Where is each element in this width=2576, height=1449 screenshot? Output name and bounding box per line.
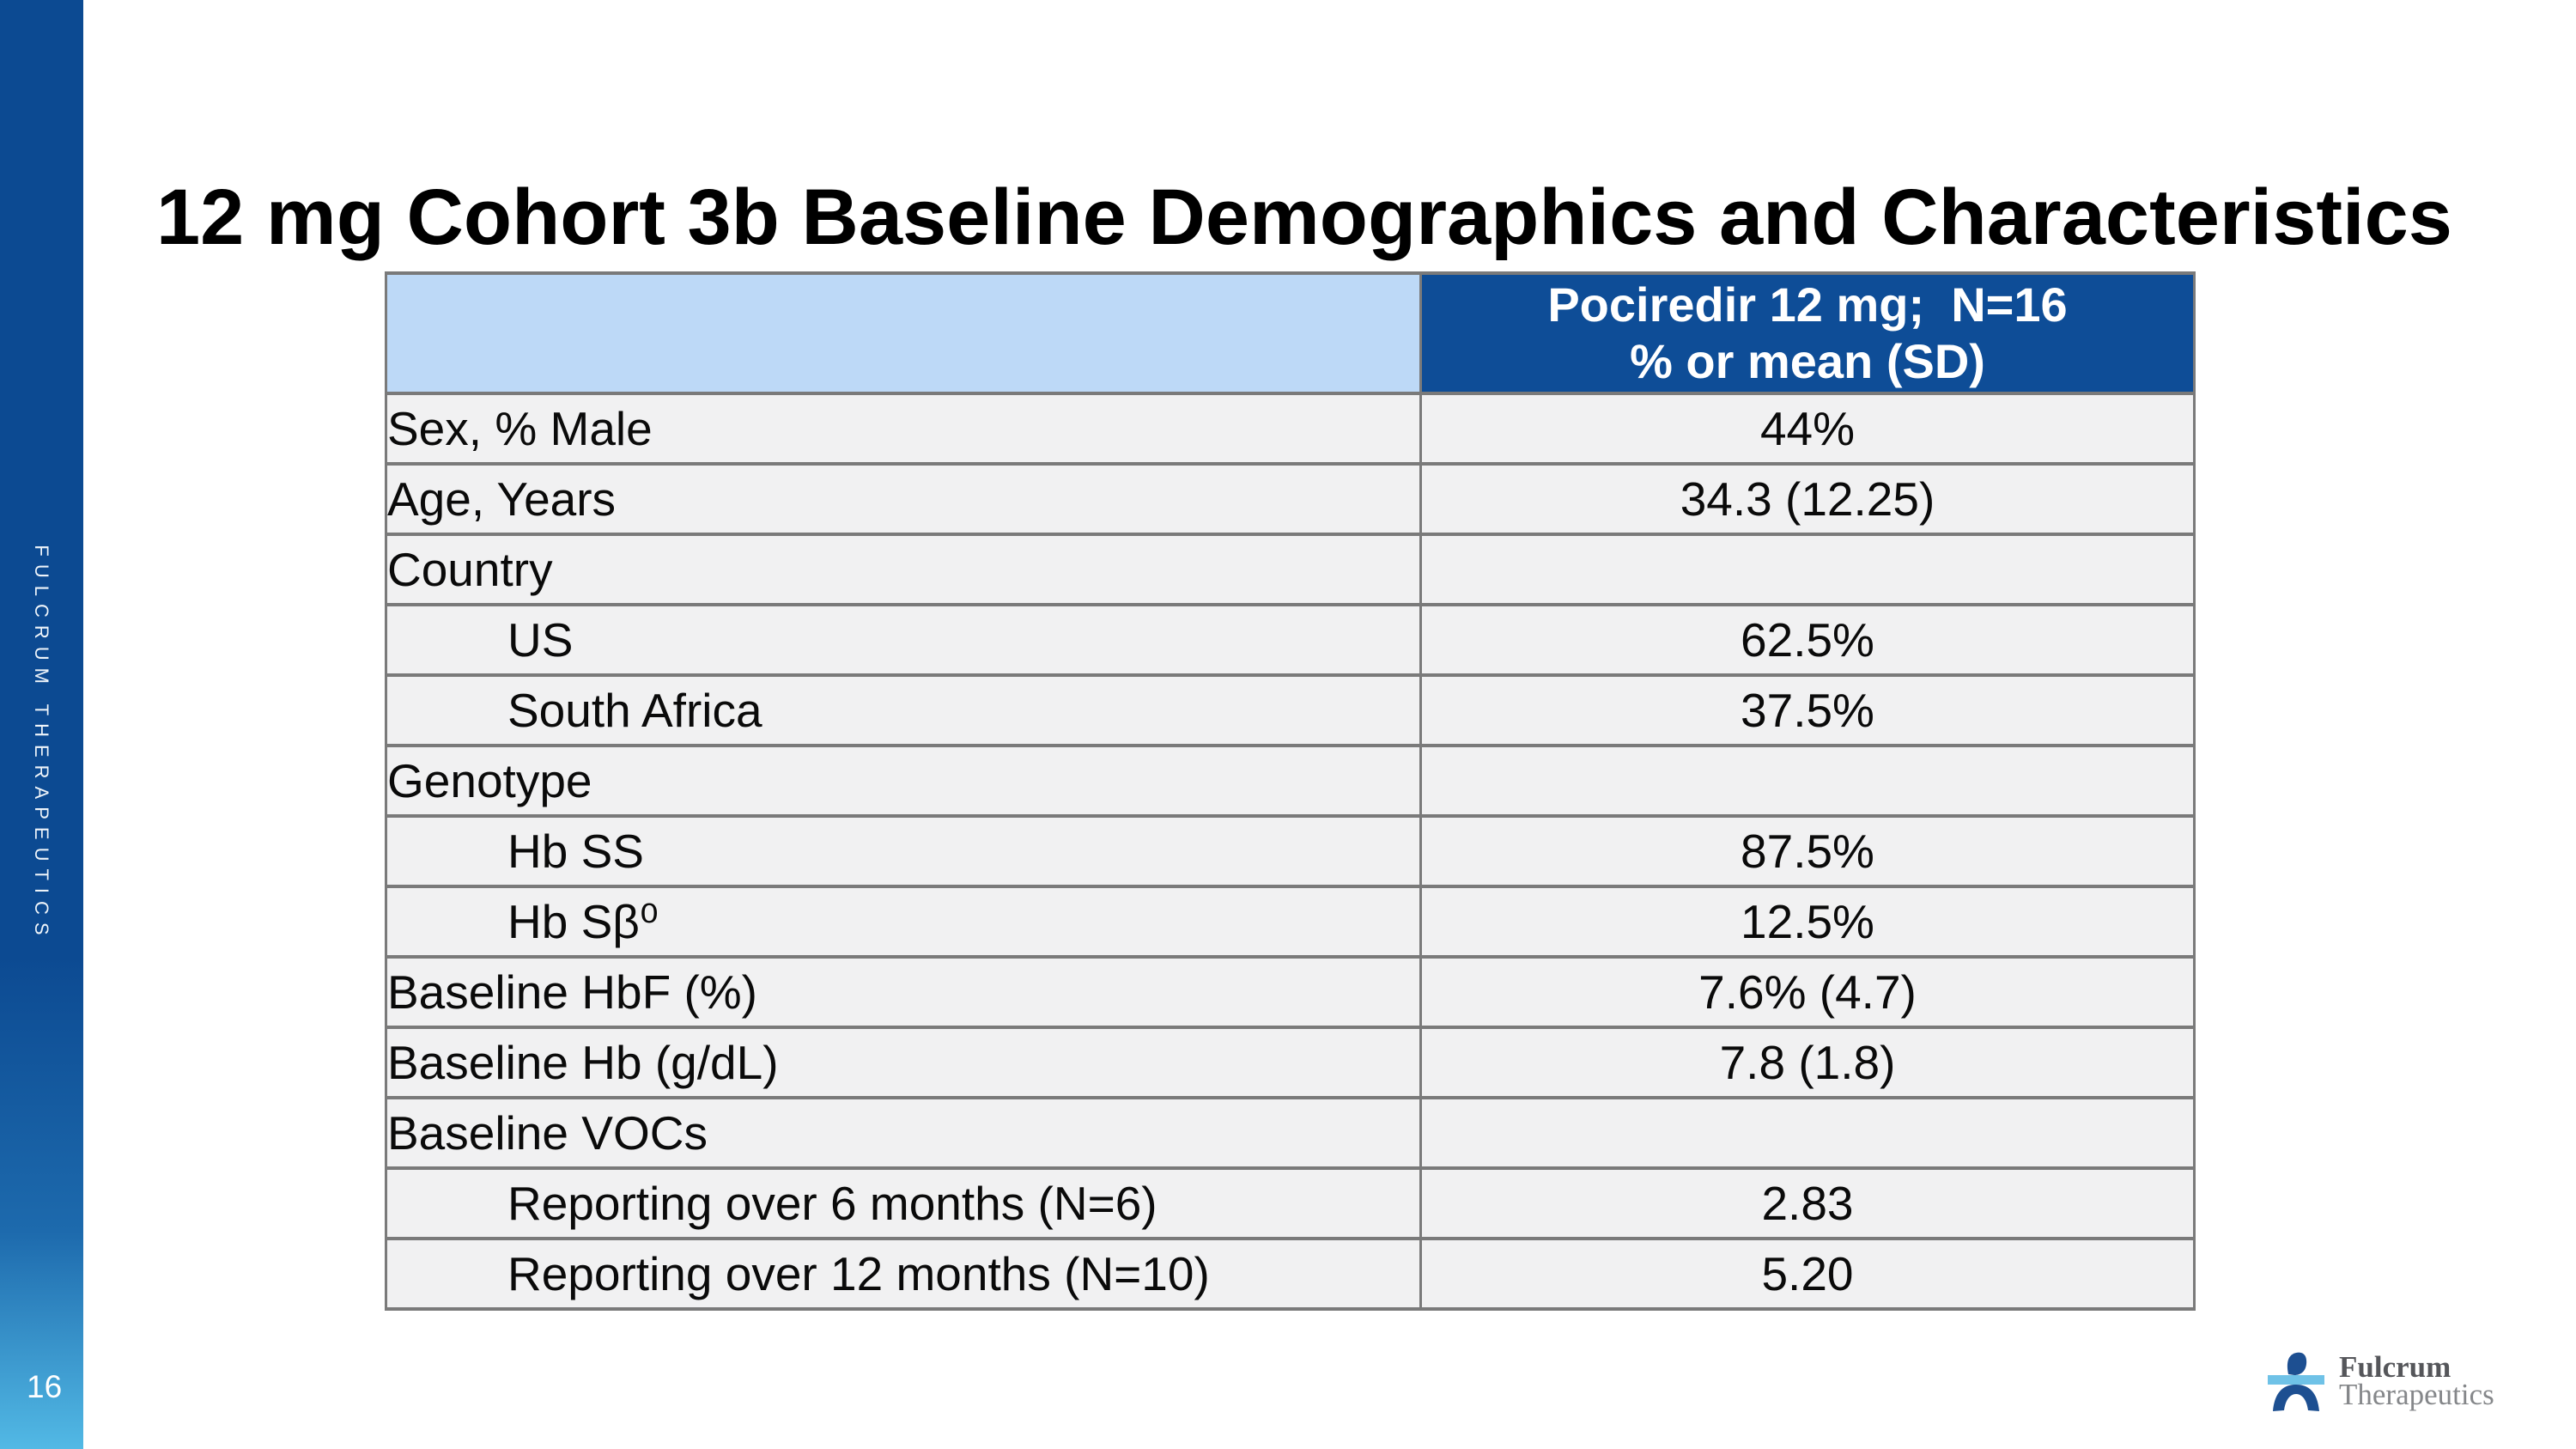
row-label-cell: Country: [385, 533, 1422, 606]
logo-name-line2: Therapeutics: [2339, 1378, 2494, 1411]
row-value-cell: [1419, 1096, 2196, 1170]
row-value-cell: 7.8 (1.8): [1419, 1026, 2196, 1099]
row-value-cell: 62.5%: [1419, 603, 2196, 677]
row-value-cell: [1419, 744, 2196, 818]
row-label-cell: US: [385, 603, 1422, 677]
table-row: Reporting over 12 months (N=10) 5.20: [385, 1237, 2196, 1311]
row-value-cell: 2.83: [1419, 1166, 2196, 1240]
row-label-cell: Age, Years: [385, 462, 1422, 536]
table-row: Baseline Hb (g/dL) 7.8 (1.8): [385, 1026, 2196, 1099]
row-label-cell: Baseline Hb (g/dL): [385, 1026, 1422, 1099]
row-value-cell: [1419, 533, 2196, 606]
demographics-table-wrap: Pociredir 12 mg; N=16 % or mean (SD) Sex…: [385, 271, 2196, 1311]
table-header-spacer-cell: [385, 271, 1422, 395]
logo-arch-icon: [2273, 1385, 2319, 1411]
table-row: Genotype: [385, 744, 2196, 818]
logo-head-icon: [2287, 1352, 2307, 1375]
row-value-cell: 37.5%: [1419, 673, 2196, 747]
row-value-cell: 34.3 (12.25): [1419, 462, 2196, 536]
row-value-cell: 7.6% (4.7): [1419, 955, 2196, 1029]
logo-text: Fulcrum Therapeutics: [2339, 1352, 2494, 1409]
table-row: Reporting over 6 months (N=6) 2.83: [385, 1166, 2196, 1240]
fulcrum-logo: Fulcrum Therapeutics: [2268, 1352, 2494, 1412]
row-label-cell: Sex, % Male: [385, 392, 1422, 466]
row-label-cell: Hb Sβ⁰: [385, 885, 1422, 959]
row-label-cell: Genotype: [385, 744, 1422, 818]
logo-name-line1: Fulcrum: [2339, 1350, 2451, 1384]
fulcrum-logo-mark-icon: [2268, 1352, 2324, 1411]
row-value-cell: 87.5%: [1419, 814, 2196, 888]
table-row: Hb SS 87.5%: [385, 814, 2196, 888]
row-value-cell: 5.20: [1419, 1237, 2196, 1311]
logo-bar-icon: [2268, 1375, 2324, 1385]
row-label-cell: South Africa: [385, 673, 1422, 747]
sidebar-brand-text: FULCRUM THERAPEUTICS: [31, 545, 52, 943]
table-row: South Africa 37.5%: [385, 673, 2196, 747]
sidebar: FULCRUM THERAPEUTICS 16: [0, 0, 83, 1449]
table-header-line2: % or mean (SD): [1630, 334, 1985, 388]
row-label-cell: Reporting over 6 months (N=6): [385, 1166, 1422, 1240]
table-header-line1: Pociredir 12 mg; N=16: [1547, 277, 2068, 332]
row-label-cell: Reporting over 12 months (N=10): [385, 1237, 1422, 1311]
table-row: Age, Years 34.3 (12.25): [385, 462, 2196, 536]
page-title: 12 mg Cohort 3b Baseline Demographics an…: [156, 173, 2452, 261]
table-row: Baseline VOCs: [385, 1096, 2196, 1170]
table-body: Sex, % Male 44% Age, Years 34.3 (12.25) Coun…: [385, 392, 2196, 1311]
demographics-table: Pociredir 12 mg; N=16 % or mean (SD) Sex…: [385, 271, 2196, 1311]
row-label-cell: Hb SS: [385, 814, 1422, 888]
table-row: US 62.5%: [385, 603, 2196, 677]
table-row: Sex, % Male 44%: [385, 392, 2196, 466]
table-header-cell: Pociredir 12 mg; N=16 % or mean (SD): [1419, 271, 2196, 395]
row-value-cell: 12.5%: [1419, 885, 2196, 959]
page-number: 16: [27, 1369, 63, 1404]
row-label-cell: Baseline HbF (%): [385, 955, 1422, 1029]
row-value-cell: 44%: [1419, 392, 2196, 466]
table-row: Hb Sβ⁰ 12.5%: [385, 885, 2196, 959]
table-header-row: Pociredir 12 mg; N=16 % or mean (SD): [385, 271, 2196, 395]
row-label-cell: Baseline VOCs: [385, 1096, 1422, 1170]
table-row: Country: [385, 533, 2196, 606]
table-row: Baseline HbF (%) 7.6% (4.7): [385, 955, 2196, 1029]
